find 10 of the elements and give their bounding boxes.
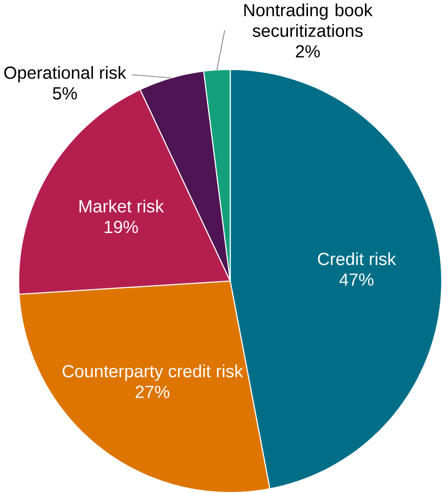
data-label: 27% <box>136 386 170 398</box>
data-label: 47% <box>339 273 374 286</box>
slice-label: Operational risk <box>4 66 126 82</box>
slice-label: Counterparty credit risk <box>62 364 243 381</box>
data-label: 19% <box>104 220 138 234</box>
slice-label: Credit risk <box>318 252 396 266</box>
data-label: 5% <box>52 87 77 100</box>
data-label: 2% <box>296 45 320 58</box>
slice-label: Market risk <box>79 200 164 213</box>
slice-label: Nontrading book securitizations <box>244 3 372 37</box>
